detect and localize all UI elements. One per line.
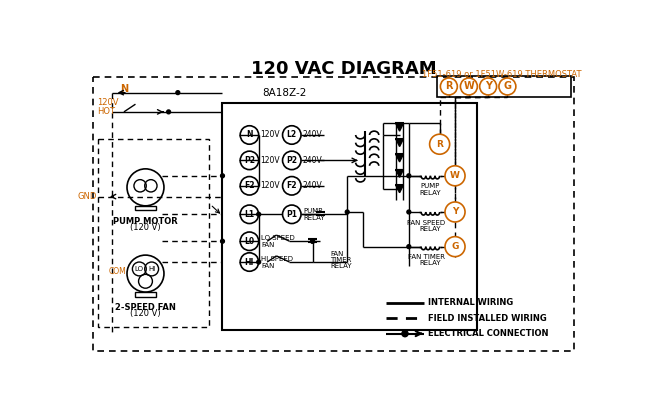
Text: HI: HI <box>245 258 254 266</box>
Text: PUMP: PUMP <box>304 208 323 214</box>
Text: F2: F2 <box>287 181 297 190</box>
Text: (120 V): (120 V) <box>130 223 161 232</box>
Text: LO: LO <box>135 266 144 272</box>
Text: RELAY: RELAY <box>419 190 442 196</box>
Text: TIMER: TIMER <box>330 257 352 263</box>
Circle shape <box>345 210 349 214</box>
Text: HOT: HOT <box>97 107 115 116</box>
Text: 2-SPEED FAN: 2-SPEED FAN <box>115 303 176 312</box>
Text: L1: L1 <box>245 210 255 219</box>
Text: 120V: 120V <box>260 130 280 140</box>
Text: FAN TIMER: FAN TIMER <box>408 254 445 260</box>
Text: Y: Y <box>452 207 458 217</box>
Text: HI SPEED: HI SPEED <box>261 256 293 262</box>
Text: 240V: 240V <box>303 181 322 190</box>
Text: ELECTRICAL CONNECTION: ELECTRICAL CONNECTION <box>428 329 549 338</box>
Text: 120 VAC DIAGRAM: 120 VAC DIAGRAM <box>251 59 436 78</box>
Circle shape <box>480 78 496 95</box>
Text: L0: L0 <box>245 237 255 246</box>
Bar <box>98 139 210 328</box>
Circle shape <box>429 134 450 154</box>
Text: 240V: 240V <box>303 156 322 165</box>
Polygon shape <box>396 170 403 177</box>
Bar <box>437 76 571 97</box>
Text: FIELD INSTALLED WIRING: FIELD INSTALLED WIRING <box>428 314 547 323</box>
Text: 8A18Z-2: 8A18Z-2 <box>262 88 306 98</box>
Text: Y: Y <box>484 81 492 91</box>
Polygon shape <box>396 154 403 162</box>
Text: G: G <box>503 81 511 91</box>
Circle shape <box>440 78 458 95</box>
Circle shape <box>220 239 224 243</box>
Circle shape <box>460 78 477 95</box>
Circle shape <box>311 239 314 243</box>
Circle shape <box>407 210 411 214</box>
Text: R: R <box>445 81 453 91</box>
Text: GND: GND <box>78 192 97 201</box>
Bar <box>93 77 574 351</box>
Text: (120 V): (120 V) <box>130 309 161 318</box>
Polygon shape <box>396 185 403 193</box>
Text: N: N <box>246 130 253 140</box>
Polygon shape <box>396 139 403 147</box>
Text: FAN: FAN <box>261 263 274 269</box>
Text: 1F51-619 or 1F51W-619 THERMOSTAT: 1F51-619 or 1F51W-619 THERMOSTAT <box>422 70 582 79</box>
Text: 120V: 120V <box>260 181 280 190</box>
Circle shape <box>167 110 170 114</box>
Text: P1: P1 <box>286 210 297 219</box>
Circle shape <box>311 239 314 243</box>
Circle shape <box>445 166 465 186</box>
Text: RELAY: RELAY <box>330 263 352 269</box>
Text: LO SPEED: LO SPEED <box>261 235 295 241</box>
Text: RELAY: RELAY <box>419 261 442 266</box>
Circle shape <box>257 212 261 216</box>
Text: FAN SPEED: FAN SPEED <box>407 220 446 226</box>
Text: N: N <box>120 84 128 94</box>
Text: RELAY: RELAY <box>419 226 442 232</box>
Text: W: W <box>450 171 460 180</box>
Text: FAN: FAN <box>261 242 274 248</box>
Text: PUMP: PUMP <box>421 184 440 189</box>
Text: 240V: 240V <box>303 130 322 140</box>
Text: RELAY: RELAY <box>304 215 325 221</box>
Polygon shape <box>396 124 403 131</box>
Text: W: W <box>464 81 474 91</box>
Text: FAN: FAN <box>330 251 344 256</box>
Bar <box>135 292 156 297</box>
Circle shape <box>220 174 224 178</box>
Circle shape <box>407 174 411 178</box>
Text: INTERNAL WIRING: INTERNAL WIRING <box>428 298 513 308</box>
Circle shape <box>402 331 408 337</box>
Text: PUMP MOTOR: PUMP MOTOR <box>113 217 178 225</box>
Text: P2: P2 <box>244 156 255 165</box>
Circle shape <box>445 237 465 257</box>
Text: COM: COM <box>109 267 126 276</box>
Circle shape <box>445 202 465 222</box>
Text: 120V: 120V <box>260 156 280 165</box>
Text: L2: L2 <box>287 130 297 140</box>
Bar <box>135 206 156 210</box>
Text: G: G <box>452 242 459 251</box>
Text: F2: F2 <box>244 181 255 190</box>
Circle shape <box>407 245 411 248</box>
Circle shape <box>257 260 261 264</box>
Text: 120V: 120V <box>97 98 119 107</box>
Circle shape <box>176 91 180 95</box>
Text: P2: P2 <box>286 156 297 165</box>
Text: R: R <box>436 140 443 149</box>
Bar <box>222 103 476 330</box>
Circle shape <box>499 78 516 95</box>
Text: HI: HI <box>148 266 155 272</box>
